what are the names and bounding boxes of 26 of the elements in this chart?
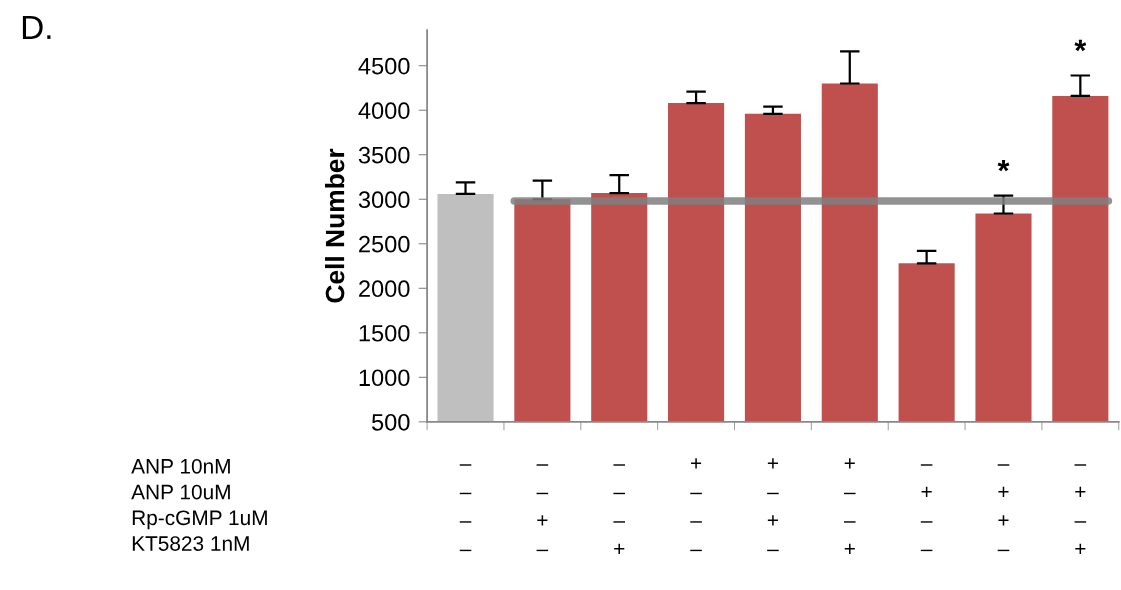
- category-label: – + – –: [920, 464, 933, 552]
- y-tick-label: 1000: [359, 369, 410, 387]
- category-label: – – + –: [536, 464, 549, 552]
- text: D.: [22, 15, 51, 39]
- y-tick-label: 3500: [358, 146, 410, 164]
- y-tick-label: 1500: [359, 324, 410, 342]
- data-label: *: [997, 160, 1010, 172]
- x-tick-label: – + – +: [1074, 464, 1087, 554]
- data-label: *: [1074, 39, 1087, 52]
- category-label: + – – +: [843, 458, 856, 554]
- x-tick-label: + – + –: [767, 458, 779, 552]
- y-axis-title: Cell Number: [324, 148, 345, 303]
- text: ANP 10nM: [131, 458, 230, 474]
- category-label: – – – –: [459, 464, 472, 552]
- y-tick-label: 500: [371, 413, 410, 431]
- text: KT5823 1nM: [132, 536, 249, 551]
- y-tick-label: 3000: [358, 191, 410, 209]
- y-tick-label: 2000: [359, 280, 410, 298]
- text: ANP 10uM: [131, 484, 230, 500]
- category-label: – – – +: [613, 464, 626, 554]
- category-label: + – – –: [690, 458, 702, 552]
- text: Rp-cGMP 1uM: [132, 510, 267, 530]
- x-tick-label: – + + –: [997, 464, 1010, 552]
- y-tick-label: 2500: [359, 235, 410, 253]
- y-tick-label: 4000: [358, 102, 410, 120]
- y-tick-label: 4500: [358, 57, 410, 75]
